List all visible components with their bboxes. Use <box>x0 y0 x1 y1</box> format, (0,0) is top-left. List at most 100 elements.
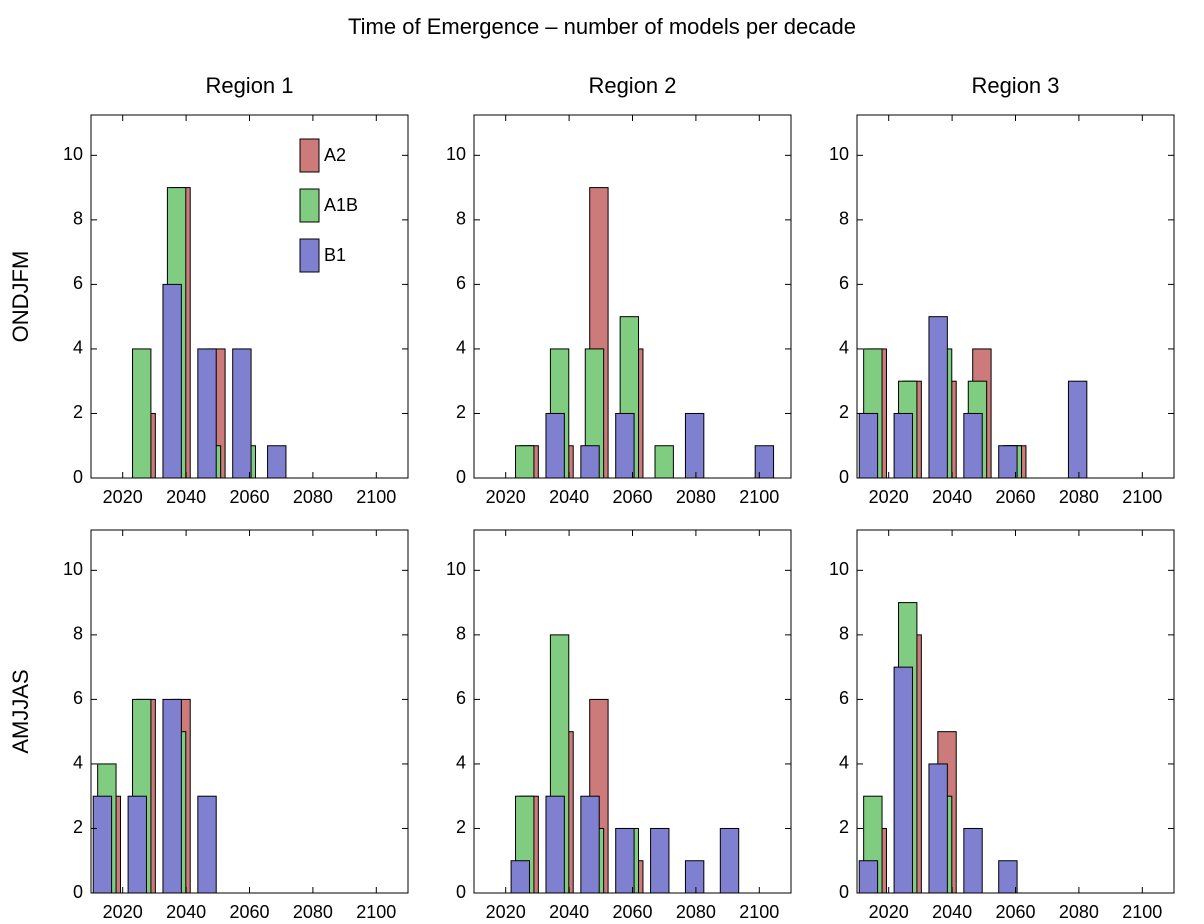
y-tick-label: 2 <box>73 817 83 837</box>
bar <box>893 412 913 479</box>
y-tick-label: 0 <box>839 882 849 902</box>
legend-label: A1B <box>324 195 358 215</box>
x-tick-label: 2020 <box>486 487 526 507</box>
y-tick-label: 4 <box>839 338 849 358</box>
panel-title: Region 3 <box>971 73 1059 98</box>
bar <box>963 827 983 894</box>
y-tick-label: 2 <box>456 817 466 837</box>
x-tick-label: 2080 <box>1059 487 1099 507</box>
x-tick-label: 2060 <box>229 902 269 922</box>
y-tick-label: 4 <box>73 338 83 358</box>
panel: AMJJAS 0 2 4 6 8 10 2020 2040 2060 2080 2100 <box>8 529 409 922</box>
y-tick-label: 8 <box>73 209 83 229</box>
legend-swatch <box>299 138 320 173</box>
panel: 0 2 4 6 8 10 2020 2040 2060 2080 2100 <box>446 529 792 922</box>
bar <box>615 412 635 479</box>
y-tick-label: 4 <box>456 753 466 773</box>
y-tick-label: 2 <box>73 402 83 422</box>
axes-box <box>473 114 792 479</box>
bar <box>858 860 879 894</box>
panel: Region 2 0 2 4 6 8 10 2020 2040 2060 2080 2100 <box>446 73 792 507</box>
bar <box>858 412 879 479</box>
y-tick-label: 4 <box>839 753 849 773</box>
bar <box>515 445 535 479</box>
y-tick-label: 8 <box>456 624 466 644</box>
y-tick-label: 8 <box>73 624 83 644</box>
bar <box>162 283 182 479</box>
y-tick-label: 10 <box>829 559 849 579</box>
y-tick-label: 6 <box>73 273 83 293</box>
x-tick-label: 2020 <box>869 487 909 507</box>
x-tick-label: 2020 <box>869 902 909 922</box>
panel: Region 3 0 2 4 6 8 10 2020 2040 2060 2080 2100 <box>829 73 1175 507</box>
x-tick-label: 2100 <box>356 902 396 922</box>
axes-box <box>90 114 409 479</box>
bar <box>684 860 705 894</box>
bar <box>963 412 983 479</box>
y-tick-label: 6 <box>456 273 466 293</box>
y-tick-label: 10 <box>63 144 83 164</box>
bar <box>615 827 635 894</box>
y-tick-label: 0 <box>456 467 466 487</box>
x-tick-label: 2020 <box>103 487 143 507</box>
bar <box>998 445 1018 479</box>
legend-swatch <box>299 238 320 273</box>
bar <box>719 827 740 894</box>
panel: 0 2 4 6 8 10 2020 2040 2060 2080 2100 <box>829 529 1175 922</box>
bar <box>162 698 182 894</box>
x-tick-label: 2100 <box>356 487 396 507</box>
bar <box>545 795 565 894</box>
bar <box>928 763 948 894</box>
y-tick-label: 6 <box>839 688 849 708</box>
y-tick-label: 10 <box>446 144 466 164</box>
panel-title: Region 2 <box>588 73 676 98</box>
axes-box <box>90 529 409 894</box>
y-tick-label: 6 <box>839 273 849 293</box>
y-tick-label: 0 <box>73 882 83 902</box>
figure-title: Time of Emergence – number of models per… <box>348 14 856 39</box>
y-tick-label: 6 <box>73 688 83 708</box>
bar <box>545 412 565 479</box>
panel: Region 1 ONDJFM 0 2 4 6 8 10 2020 2040 2060 2080 210… <box>8 73 409 507</box>
x-tick-label: 2040 <box>932 902 972 922</box>
x-tick-label: 2040 <box>932 487 972 507</box>
bar <box>127 795 147 894</box>
x-tick-label: 2040 <box>549 487 589 507</box>
x-tick-label: 2080 <box>676 487 716 507</box>
axes-box <box>473 529 792 894</box>
y-tick-label: 4 <box>73 753 83 773</box>
bar <box>1067 380 1088 479</box>
bar <box>893 666 913 894</box>
y-tick-label: 2 <box>456 402 466 422</box>
y-tick-label: 0 <box>73 467 83 487</box>
bar <box>132 348 152 479</box>
legend-label: A2 <box>324 145 346 165</box>
x-tick-label: 2080 <box>293 487 333 507</box>
panel-title: Region 1 <box>205 73 293 98</box>
y-tick-label: 6 <box>456 688 466 708</box>
y-tick-label: 4 <box>456 338 466 358</box>
x-tick-label: 2100 <box>739 902 779 922</box>
x-tick-label: 2100 <box>1122 487 1162 507</box>
y-tick-label: 8 <box>839 209 849 229</box>
x-tick-label: 2060 <box>612 902 652 922</box>
bar <box>580 445 600 479</box>
bar <box>654 445 674 479</box>
axes-box <box>856 529 1175 894</box>
legend-label: B1 <box>324 245 346 265</box>
x-tick-label: 2080 <box>1059 902 1099 922</box>
y-tick-label: 8 <box>839 624 849 644</box>
bar <box>650 827 670 894</box>
bar <box>92 795 113 894</box>
bar <box>998 860 1018 894</box>
y-tick-label: 2 <box>839 402 849 422</box>
x-tick-label: 2060 <box>995 487 1035 507</box>
bar <box>197 795 217 894</box>
x-tick-label: 2020 <box>486 902 526 922</box>
bar <box>754 445 775 479</box>
x-tick-label: 2100 <box>739 487 779 507</box>
x-tick-label: 2040 <box>166 487 206 507</box>
row-label: ONDJFM <box>8 251 33 343</box>
bar <box>510 860 530 894</box>
